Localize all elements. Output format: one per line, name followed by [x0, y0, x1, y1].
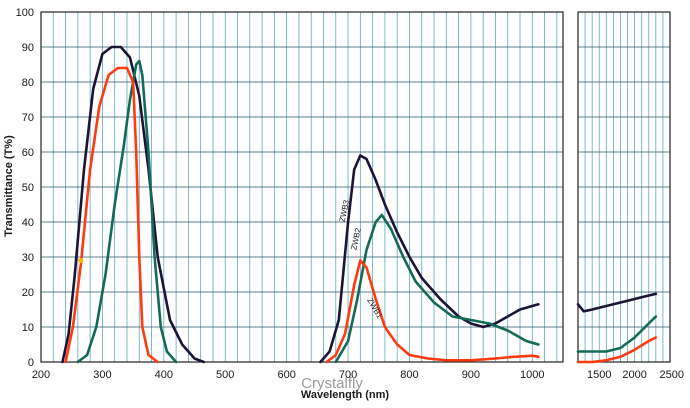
y-tick-label: 70: [22, 112, 34, 124]
x-axis-title: Wavelength (nm): [301, 389, 390, 401]
y-tick-label: 20: [22, 287, 34, 299]
panel-main-grid: [41, 12, 563, 362]
series-zwb2-ext-line: [576, 315, 658, 353]
x-tick-label-ext: 2500: [660, 369, 684, 381]
y-tick-label: 100: [16, 7, 34, 19]
x-tick-label: 700: [339, 369, 357, 381]
series-zwb1-line: [325, 259, 540, 364]
watermark-text: Crystalfly: [301, 375, 363, 392]
y-tick-labels: 0 10 20 30 40 50 60 70 80 90 100: [16, 7, 34, 369]
series-layer: [61, 45, 658, 364]
x-tick-label: 600: [277, 369, 295, 381]
panel-ext-frame: [577, 11, 671, 363]
y-tick-label: 60: [22, 147, 34, 159]
x-tick-labels: 200 300 400 500 600 700 800 900 1000 1500 2000 2500: [32, 369, 684, 381]
series-zwb3-line: [61, 45, 205, 364]
panel-main-frame: [40, 11, 564, 363]
y-tick-label: 0: [28, 357, 34, 369]
series-zwb2-line: [76, 59, 178, 364]
series-zwb2-line: [334, 213, 540, 364]
x-tick-label: 400: [155, 369, 173, 381]
series-zwb3-ext-line: [576, 292, 658, 313]
y-tick-label: 80: [22, 77, 34, 89]
x-tick-label: 500: [216, 369, 234, 381]
x-tick-label: 1000: [520, 369, 544, 381]
x-tick-label: 200: [32, 369, 50, 381]
x-tick-label-ext: 1500: [587, 369, 611, 381]
y-tick-label: 10: [22, 322, 34, 334]
series-zwb1-ext-line: [576, 336, 658, 364]
y-tick-label: 50: [22, 182, 34, 194]
highlight-marker: [78, 258, 84, 263]
y-tick-label: 90: [22, 42, 34, 54]
series-zwb3-line: [319, 154, 540, 364]
y-tick-label: 30: [22, 252, 34, 264]
x-tick-label-ext: 2000: [622, 369, 646, 381]
marker-layer: [78, 258, 84, 263]
x-tick-label: 300: [93, 369, 111, 381]
y-tick-label: 40: [22, 217, 34, 229]
x-tick-label: 800: [400, 369, 418, 381]
y-axis-title: Transmittance (T%): [3, 135, 15, 237]
x-tick-label: 900: [462, 369, 480, 381]
series-zwb1-line: [64, 66, 159, 364]
